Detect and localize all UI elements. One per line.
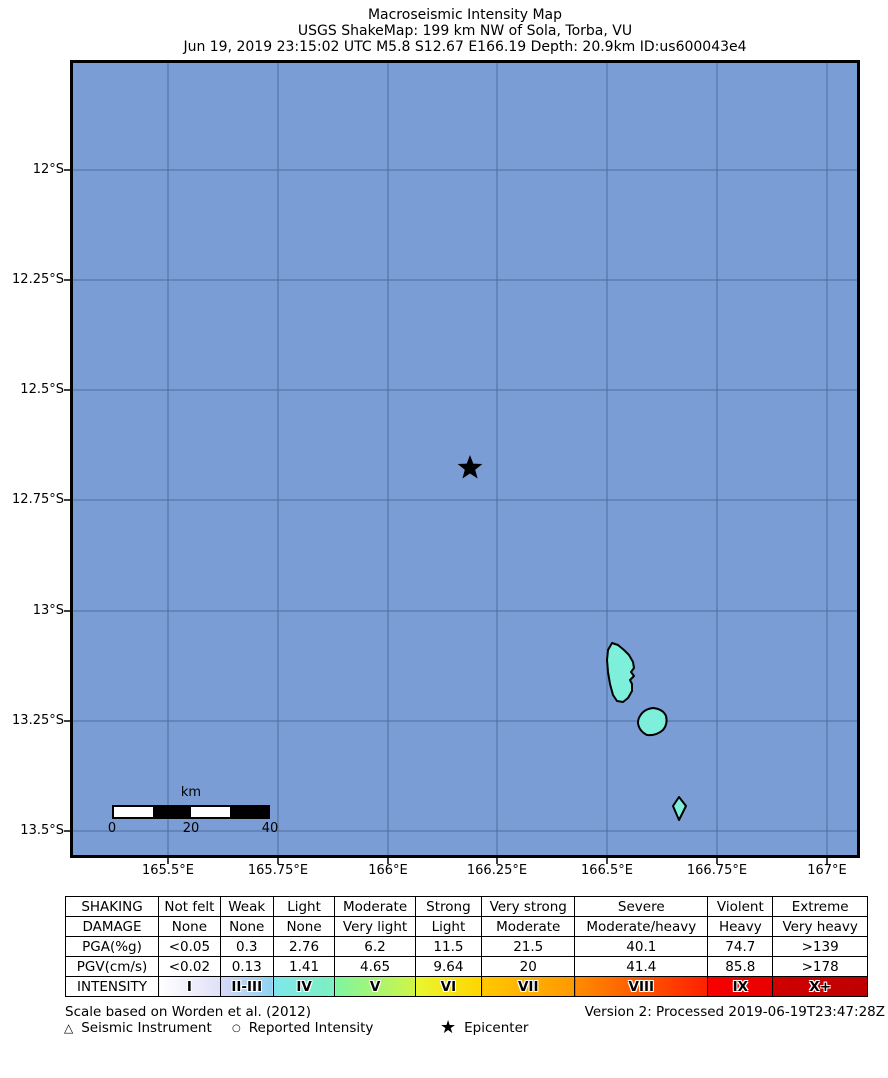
scale-reference-note: Scale based on Worden et al. (2012)	[65, 1004, 311, 1020]
table-cell-damage-5: Light	[414, 916, 483, 937]
table-cell-pga-9: >139	[772, 936, 868, 957]
table-cell-shaking-8: Violent	[707, 896, 774, 917]
table-cell-pga-6: 21.5	[481, 936, 576, 957]
table-cell-intensity-7: VIII	[574, 976, 709, 997]
table-cell-shaking-5: Strong	[414, 896, 483, 917]
xtick-label: 166°E	[368, 863, 408, 878]
version-processed-stamp: Version 2: Processed 2019-06-19T23:47:28…	[584, 1004, 885, 1020]
title-block: Macroseismic Intensity Map USGS ShakeMap…	[73, 7, 857, 55]
table-cell-damage-7: Moderate/heavy	[574, 916, 709, 937]
table-cell-damage-0: DAMAGE	[64, 916, 160, 937]
ytick-label: 13.5°S	[20, 823, 64, 838]
table-cell-intensity-8: IX	[707, 976, 774, 997]
table-cell-pga-3: 2.76	[272, 936, 336, 957]
ytick-label: 12.75°S	[12, 492, 64, 507]
table-row-pga: PGA(%g) <0.05 0.3 2.76 6.2 11.5 21.5 40.1 74.7 >1…	[64, 936, 868, 957]
ytick-label: 12.5°S	[20, 382, 64, 397]
table-cell-pgv-1: <0.02	[158, 956, 221, 977]
xtick-label: 166.5°E	[581, 863, 633, 878]
xtick-label: 167°E	[807, 863, 847, 878]
intensity-table-body: SHAKING Not felt Weak Light Moderate Strong Ve…	[64, 896, 868, 997]
intensity-table: SHAKING Not felt Weak Light Moderate Strong Ve…	[64, 896, 868, 997]
table-cell-pgv-8: 85.8	[707, 956, 774, 977]
table-cell-pgv-4: 4.65	[334, 956, 416, 977]
table-cell-intensity-9: X+	[772, 976, 868, 997]
ytick-label: 12.25°S	[12, 272, 64, 287]
table-cell-pga-0: PGA(%g)	[64, 936, 160, 957]
legend-item-reported-intensity: ○ Reported Intensity	[232, 1019, 373, 1037]
xtick-label: 166.75°E	[686, 863, 748, 878]
table-cell-pga-5: 11.5	[414, 936, 483, 957]
seismic-instrument-triangle-icon: △	[64, 1021, 74, 1035]
table-row-intensity: INTENSITY I II-III IV V VI VII VIII IX X+	[64, 976, 868, 997]
map-svg	[64, 63, 857, 864]
reported-intensity-circle-icon: ○	[232, 1022, 241, 1034]
ytick-label: 12°S	[32, 162, 64, 177]
event-info-line: Jun 19, 2019 23:15:02 UTC M5.8 S12.67 E1…	[183, 39, 747, 55]
table-cell-shaking-7: Severe	[574, 896, 709, 917]
epicenter-star-legend-icon: ★	[440, 1017, 457, 1038]
graticule-grid	[73, 63, 857, 855]
table-cell-intensity-3: IV	[272, 976, 336, 997]
table-cell-pgv-9: >178	[772, 956, 868, 977]
table-cell-pgv-6: 20	[481, 956, 576, 977]
table-cell-pga-2: 0.3	[219, 936, 274, 957]
map-canvas: km 0 20 40	[64, 60, 860, 864]
island-large	[606, 642, 635, 703]
page-title: Macroseismic Intensity Map	[367, 7, 563, 23]
table-cell-shaking-1: Not felt	[158, 896, 221, 917]
legend-label: Reported Intensity	[248, 1020, 374, 1036]
island-small	[672, 796, 687, 821]
table-cell-intensity-1: I	[158, 976, 221, 997]
xtick-label: 165.5°E	[142, 863, 194, 878]
table-cell-intensity-2: II-III	[219, 976, 274, 997]
legend-item-seismic-instrument: △ Seismic Instrument	[64, 1019, 212, 1037]
table-cell-pgv-3: 1.41	[272, 956, 336, 977]
table-row-pgv: PGV(cm/s) <0.02 0.13 1.41 4.65 9.64 20 41.4 85.8…	[64, 956, 868, 977]
island-round	[637, 707, 668, 737]
table-row-damage: DAMAGE None None None Very light Light Moderat…	[64, 916, 868, 937]
table-cell-pga-8: 74.7	[707, 936, 774, 957]
ytick-label: 13.25°S	[12, 713, 64, 728]
table-cell-shaking-2: Weak	[219, 896, 274, 917]
table-cell-pga-4: 6.2	[334, 936, 416, 957]
legend-label: Epicenter	[464, 1020, 529, 1036]
ytick-label: 13°S	[32, 603, 64, 618]
table-cell-shaking-4: Moderate	[334, 896, 416, 917]
table-cell-damage-9: Very heavy	[772, 916, 868, 937]
table-cell-damage-3: None	[272, 916, 336, 937]
island-group	[606, 642, 687, 821]
table-cell-pga-1: <0.05	[158, 936, 221, 957]
table-cell-damage-4: Very light	[334, 916, 416, 937]
page-subtitle: USGS ShakeMap: 199 km NW of Sola, Torba,…	[297, 23, 633, 39]
epicenter-star-icon	[457, 455, 483, 479]
table-cell-damage-6: Moderate	[481, 916, 576, 937]
table-cell-pgv-2: 0.13	[219, 956, 274, 977]
table-cell-intensity-4: V	[334, 976, 416, 997]
table-cell-pgv-0: PGV(cm/s)	[64, 956, 160, 977]
xtick-label: 165.75°E	[247, 863, 309, 878]
table-cell-intensity-5: VI	[414, 976, 483, 997]
xtick-label: 166.25°E	[466, 863, 528, 878]
table-cell-damage-8: Heavy	[707, 916, 774, 937]
table-cell-pga-7: 40.1	[574, 936, 709, 957]
table-cell-shaking-6: Very strong	[481, 896, 576, 917]
table-cell-pgv-7: 41.4	[574, 956, 709, 977]
table-cell-intensity-0: INTENSITY	[64, 976, 160, 997]
table-cell-damage-1: None	[158, 916, 221, 937]
legend-label: Seismic Instrument	[81, 1020, 212, 1036]
table-cell-shaking-0: SHAKING	[64, 896, 160, 917]
table-cell-intensity-6: VII	[481, 976, 576, 997]
table-cell-shaking-3: Light	[272, 896, 336, 917]
table-cell-pgv-5: 9.64	[414, 956, 483, 977]
table-row-shaking: SHAKING Not felt Weak Light Moderate Strong Ve…	[64, 896, 868, 917]
legend-item-epicenter: ★ Epicenter	[440, 1019, 528, 1037]
table-cell-shaking-9: Extreme	[772, 896, 868, 917]
axis-ticks	[64, 169, 828, 864]
table-cell-damage-2: None	[219, 916, 274, 937]
